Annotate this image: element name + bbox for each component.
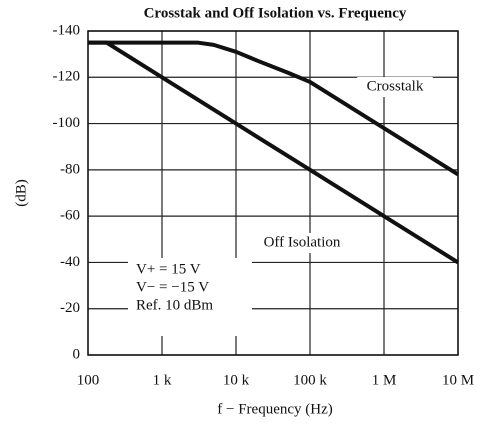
y-tick-label: -80 [60,161,80,177]
annotation: Ref. 10 dBm [136,297,213,313]
annotation-box [128,258,252,336]
legend-label: Crosstalk [367,78,424,94]
y-tick-label: -60 [60,208,80,224]
legend-label: Off Isolation [264,234,341,250]
x-axis-label: f − Frequency (Hz) [217,401,333,417]
annotation: V+ = 15 V [136,261,201,277]
x-tick-label: 1 M [372,372,397,388]
annotation: V− = −15 V [136,279,209,295]
y-tick-label: -40 [60,254,80,270]
x-tick-label: 10 M [442,372,474,388]
y-tick-label: -20 [60,300,80,316]
y-tick-label: -140 [53,22,81,38]
chart-title: Crosstak and Off Isolation vs. Frequency [144,5,407,21]
label-bg [249,233,355,253]
x-tick-label: 10 k [223,372,250,388]
y-tick-label: -120 [53,69,81,85]
label-bg [357,77,433,97]
x-tick-label: 1 k [153,372,172,388]
y-tick-label: 0 [73,346,81,362]
y-axis-label: (dB) [13,179,29,207]
series-line [88,40,460,265]
series-line [88,40,460,177]
x-tick-label: 100 k [293,372,327,388]
y-tick-label: -100 [53,115,81,131]
plot-frame [87,30,459,356]
x-tick-label: 100 [77,372,100,388]
